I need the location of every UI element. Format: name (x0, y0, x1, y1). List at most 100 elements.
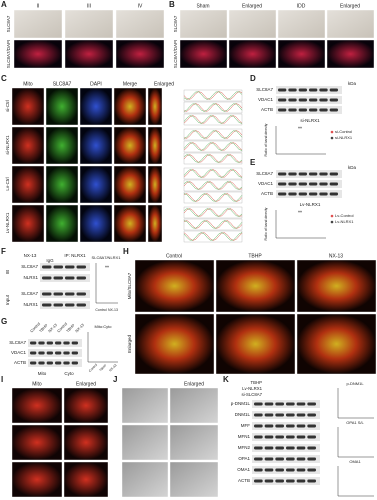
band-label: ACTB (14, 360, 26, 365)
lane-label: Control (30, 322, 42, 334)
blot-band (55, 351, 62, 355)
blot-band (319, 192, 328, 196)
plot-title: Mito:Cyto (95, 324, 113, 329)
image-tile (13, 39, 63, 69)
image-tile (179, 39, 228, 69)
blot-band (38, 351, 45, 355)
blot-band (42, 276, 52, 280)
blot-band (309, 98, 318, 102)
blot-band (307, 446, 316, 450)
band-label: VDAC1 (258, 181, 274, 186)
blot-band (30, 361, 37, 365)
image-tile (13, 9, 63, 39)
image-tile (277, 9, 326, 39)
profile-line (183, 103, 243, 112)
column-label: Enlarged (154, 81, 174, 87)
blot-band (286, 446, 295, 450)
profile-line (183, 154, 243, 163)
legend-swatch (330, 214, 334, 218)
profile-line (183, 208, 243, 217)
blot-band (53, 292, 63, 296)
image-tile (115, 39, 165, 69)
blot-band (278, 88, 287, 92)
blot-band (76, 265, 86, 269)
image-tile (79, 87, 113, 126)
blot-band (254, 424, 263, 428)
row-label: Lv-NLRX1 (5, 212, 10, 233)
blot-band (275, 468, 284, 472)
fraction-label: Mito (38, 371, 47, 376)
row-label: SLC8A7/DAPI (6, 40, 11, 69)
blot-band (307, 402, 316, 406)
blot-band (30, 351, 37, 355)
profile-frame (183, 167, 243, 180)
profile-line (183, 193, 243, 202)
panel-letter: A (1, 0, 7, 9)
image-tile (113, 165, 147, 204)
axis-label: Ratio of band density (264, 207, 268, 240)
blot-band (307, 457, 316, 461)
profile-line (183, 181, 243, 190)
blot-band (76, 292, 86, 296)
blot-band (71, 341, 78, 345)
blot-band (42, 303, 52, 307)
group-label: NX-13 (108, 363, 117, 372)
profile-line (183, 220, 243, 229)
band-label: OPA1 (238, 456, 250, 461)
band-label: ACTB (261, 191, 273, 196)
blot-band (296, 479, 306, 483)
image-tile (296, 259, 377, 313)
blot-band (329, 108, 338, 112)
lane-label: IP: NLRX1 (64, 253, 86, 258)
blot-band (275, 446, 284, 450)
band-label: ACTB (238, 478, 250, 483)
column-label: Enlarged (76, 381, 96, 387)
blot-band (278, 172, 287, 176)
blot-band (275, 424, 284, 428)
legend-label: Lv-NLRX1 (335, 219, 354, 224)
blot-band (278, 108, 287, 112)
image-tile (326, 39, 375, 69)
blot-band (65, 303, 75, 307)
plot-title: p-DNM1L (346, 381, 364, 386)
image-tile (45, 204, 79, 243)
blot-band (329, 182, 338, 186)
blot-band (288, 88, 297, 92)
row-label: Enlarged (127, 334, 132, 353)
image-tile (79, 126, 113, 165)
image-tile (113, 204, 147, 243)
profile-line (183, 91, 243, 100)
blot-band (65, 265, 75, 269)
blot-band (286, 457, 295, 461)
column-label: Enlarged (184, 381, 204, 387)
column-label: Mito (32, 381, 42, 387)
lane-label: NX-13 (48, 323, 58, 333)
profile-frame (183, 128, 243, 141)
lane-label: Control (57, 322, 69, 334)
image-tile (121, 424, 169, 461)
panel-letter: K (223, 375, 229, 384)
blot-band (53, 265, 63, 269)
blot-band (309, 182, 318, 186)
band-label: NLRX1 (23, 275, 38, 280)
column-label: IDD (297, 3, 306, 9)
image-tile (63, 387, 109, 424)
lane-label: TBHP (66, 323, 76, 333)
blot-band (264, 413, 274, 417)
image-tile (113, 87, 147, 126)
blot-band (264, 446, 274, 450)
column-label: Sham (196, 3, 209, 9)
unit-label: kDa (348, 81, 356, 86)
band-label: MFN1 (238, 434, 251, 439)
band-label: SLC8A7 (21, 291, 38, 296)
image-tile (64, 39, 114, 69)
column-label: Enlarged (340, 3, 360, 9)
blot-band (288, 98, 297, 102)
profile-line (183, 193, 243, 202)
blot-band (319, 172, 328, 176)
blot-band (275, 435, 284, 439)
blot-band (286, 435, 295, 439)
significance: ** (298, 126, 302, 132)
blot-band (286, 402, 295, 406)
